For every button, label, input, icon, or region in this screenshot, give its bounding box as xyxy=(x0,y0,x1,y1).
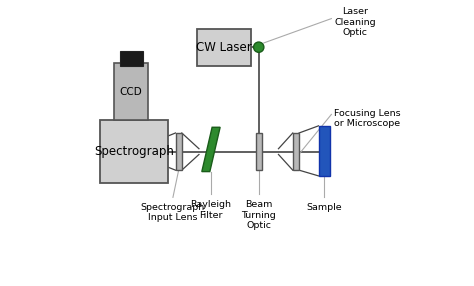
Circle shape xyxy=(254,42,264,52)
Text: CW Laser: CW Laser xyxy=(196,41,252,54)
Bar xyxy=(197,29,251,66)
Bar xyxy=(175,133,182,170)
Text: Focusing Lens
or Microscope: Focusing Lens or Microscope xyxy=(334,109,401,128)
Bar xyxy=(120,51,143,66)
Bar xyxy=(114,63,148,120)
Polygon shape xyxy=(202,127,220,172)
Text: CCD: CCD xyxy=(120,87,143,96)
Bar xyxy=(255,133,262,170)
Bar xyxy=(319,126,330,176)
Text: Spectrograph
Input Lens: Spectrograph Input Lens xyxy=(141,203,205,223)
Bar xyxy=(293,133,299,170)
Bar xyxy=(100,120,168,183)
Text: Laser
Cleaning
Optic: Laser Cleaning Optic xyxy=(334,7,376,37)
Text: Spectrograph: Spectrograph xyxy=(94,145,174,158)
Text: Beam
Turning
Optic: Beam Turning Optic xyxy=(241,200,276,230)
Text: Sample: Sample xyxy=(306,203,342,212)
Text: Rayleigh
Filter: Rayleigh Filter xyxy=(191,200,231,220)
